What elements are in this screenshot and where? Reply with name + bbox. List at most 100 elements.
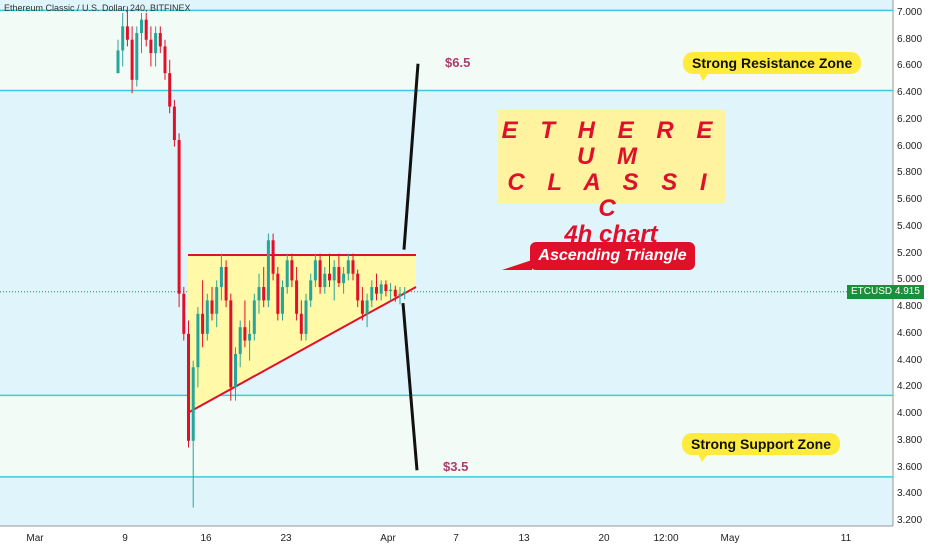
candle-body	[393, 289, 397, 297]
candle-body	[389, 289, 393, 292]
candle-body	[351, 260, 355, 274]
candle-body	[158, 33, 162, 47]
projection-lines-layer	[401, 63, 420, 471]
price-tag-symbol: ETCUSD	[851, 286, 893, 297]
x-tick-label: 9	[122, 533, 128, 544]
chart-header-title: Ethereum Classic / U.S. Dollar, 240, BIT…	[4, 3, 191, 13]
price-tag-value: 4.915	[894, 286, 920, 297]
price-axis-panel	[893, 0, 932, 550]
y-tick-label: 6.800	[897, 33, 923, 45]
candle-body	[168, 73, 172, 107]
candle-body	[290, 260, 294, 281]
candle-body	[163, 46, 167, 74]
candle-body	[332, 267, 336, 281]
y-tick-label: 4.600	[897, 327, 923, 339]
candle-body	[342, 273, 346, 284]
candle-body	[379, 284, 383, 294]
candle-body	[323, 273, 327, 288]
candle-body	[243, 327, 247, 341]
candle-body	[365, 300, 369, 314]
y-tick-label: 5.400	[897, 220, 923, 232]
candle-body	[252, 300, 256, 334]
candle-body	[196, 313, 200, 368]
y-tick-label: 4.000	[897, 408, 923, 420]
y-tick-label: 5.800	[897, 167, 923, 179]
x-tick-label: 13	[518, 533, 530, 544]
candle-body	[215, 287, 219, 314]
candle-body	[182, 293, 186, 334]
y-tick-label: 7.000	[897, 7, 923, 18]
y-tick-label: 4.400	[897, 354, 923, 366]
x-tick-label: 23	[280, 533, 292, 544]
y-tick-label: 4.800	[897, 301, 923, 313]
triangle-support-line	[187, 286, 417, 414]
candle-body	[238, 327, 242, 354]
x-tick-label: May	[720, 533, 740, 544]
resistance-zone-label: Strong Resistance Zone	[683, 52, 862, 81]
target-up-label: $6.5	[445, 55, 471, 70]
candle-body	[328, 273, 331, 281]
support-zone-label: Strong Support Zone	[682, 433, 840, 462]
y-tick-label: 3.800	[897, 434, 923, 446]
candle-body	[144, 19, 148, 40]
candle-body	[346, 260, 350, 274]
resistance-zone-band	[0, 10, 893, 91]
candle-body	[210, 300, 214, 314]
x-tick-label: 11	[840, 533, 852, 544]
candle-body	[271, 240, 275, 274]
candle-body	[116, 50, 120, 74]
candle-body	[299, 313, 303, 334]
candle-body	[313, 260, 317, 281]
candle-body	[370, 287, 374, 301]
y-tick-label: 6.400	[897, 87, 923, 99]
last-price-tag: ETCUSD 4.915	[847, 285, 924, 299]
x-tick-label: 7	[453, 533, 459, 544]
y-tick-label: 6.200	[897, 113, 923, 125]
title-line-2: C L A S S I C	[507, 169, 715, 222]
candle-body	[384, 284, 388, 292]
y-tick-label: 3.400	[897, 488, 923, 500]
x-tick-label: 20	[598, 533, 610, 544]
candle-body	[295, 280, 299, 314]
y-tick-label: 5.000	[897, 274, 923, 286]
y-tick-label: 5.200	[897, 247, 923, 259]
candle-body	[224, 267, 228, 301]
candle-body	[337, 267, 341, 284]
x-tick-label: Apr	[380, 533, 396, 544]
candle-body	[121, 26, 125, 51]
candle-body	[281, 287, 284, 314]
x-tick-label: 16	[200, 533, 212, 544]
candle-body	[257, 287, 261, 301]
title-line-1: E T H E R E U M	[501, 117, 721, 170]
y-tick-label: 3.600	[897, 461, 923, 473]
candle-body	[356, 273, 360, 301]
candle-body	[262, 287, 266, 301]
candle-body	[205, 300, 209, 334]
candle-body	[309, 280, 313, 301]
candle-body	[191, 367, 195, 441]
ascending-triangle-label: Ascending Triangle	[502, 242, 695, 270]
candle-body	[276, 273, 280, 314]
candle-body	[248, 333, 252, 341]
candle-body	[360, 300, 364, 314]
candle-body	[201, 313, 205, 334]
candle-body	[234, 353, 237, 388]
candle-body	[285, 260, 289, 288]
candle-body	[304, 300, 308, 334]
price-levels-layer	[0, 9, 893, 478]
candle-body	[125, 26, 129, 40]
candle-body	[219, 267, 223, 288]
target-down-label: $3.5	[443, 459, 469, 474]
candle-body	[135, 33, 139, 80]
y-tick-label: 5.600	[897, 194, 923, 206]
candle-body	[266, 240, 270, 301]
candle-body	[177, 140, 181, 294]
candle-body	[172, 106, 176, 140]
x-tick-label: 12:00	[653, 533, 679, 544]
candle-body	[154, 33, 158, 54]
candle-body	[149, 39, 153, 54]
y-tick-label: 4.200	[897, 381, 923, 393]
x-tick-label: Mar	[26, 533, 44, 544]
candle-body	[398, 293, 402, 297]
